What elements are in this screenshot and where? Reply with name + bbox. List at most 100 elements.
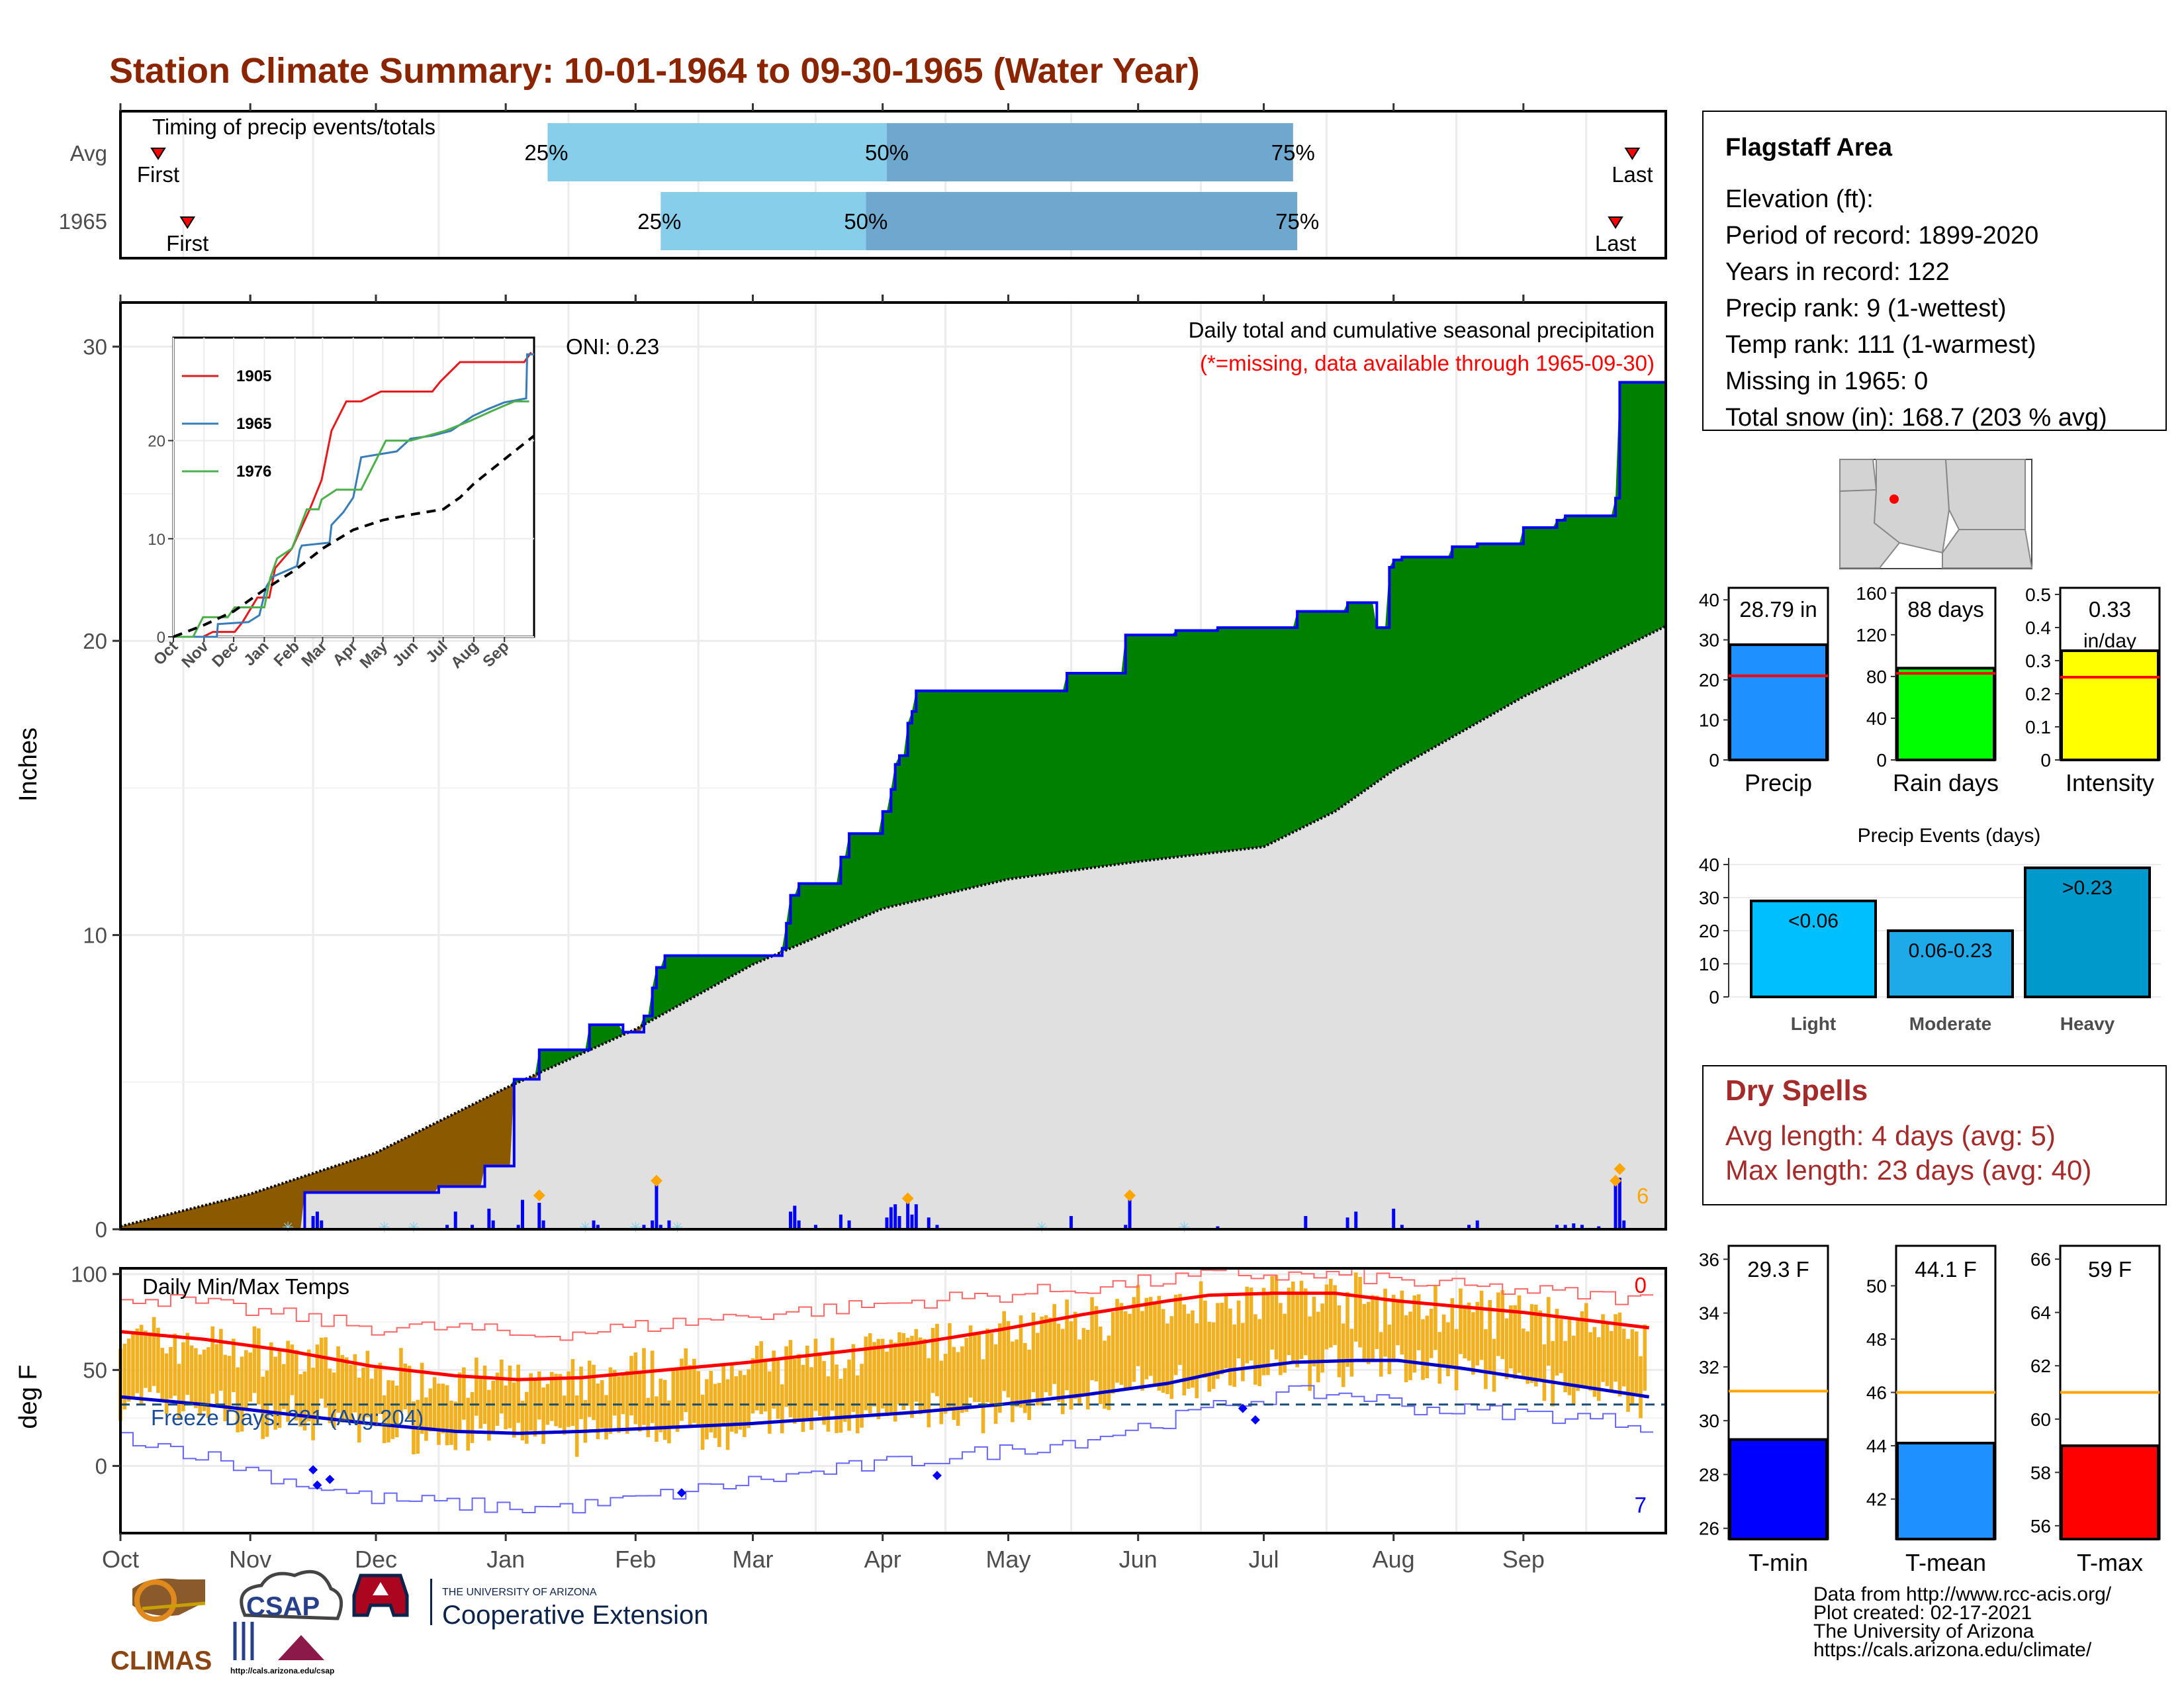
- daily-temp-bar: [592, 1364, 596, 1421]
- daily-temp-bar: [500, 1359, 504, 1414]
- daily-temp-bar: [743, 1375, 747, 1437]
- hot-count: 0: [1635, 1273, 1647, 1297]
- station-info-line: Period of record: 1899-2020: [1725, 222, 2038, 250]
- daily-temp-bar: [839, 1378, 843, 1433]
- daily-temp-bar: [583, 1400, 588, 1443]
- timing-marker-last: [1624, 148, 1641, 160]
- daily-temp-bar: [520, 1400, 525, 1441]
- temp-bar-tick-label: 58: [2030, 1462, 2051, 1483]
- daily-temp-bar: [512, 1382, 516, 1438]
- daily-temp-bar: [1207, 1321, 1212, 1392]
- mini-bar-tick-label: 120: [1856, 625, 1887, 645]
- station-info: Flagstaff Area Elevation (ft): Period of …: [1702, 111, 2167, 432]
- daily-precip-bar: [893, 1204, 897, 1229]
- inset-xtick-label: May: [357, 637, 392, 673]
- timing-label-50: 50%: [844, 209, 887, 234]
- mini-bar-tick-label: 0.3: [2025, 651, 2051, 671]
- daily-temp-bar: [768, 1371, 772, 1434]
- heavy-event-marker: [1124, 1189, 1136, 1201]
- precip-events-chart: Precip Events (days) 0 10 20 30 40 <0.06 Light…: [1699, 825, 2161, 1034]
- daily-precip-bar: [516, 1225, 520, 1229]
- daily-temp-bar: [1496, 1292, 1500, 1356]
- inset-series-line: [173, 400, 529, 638]
- daily-temp-bar: [302, 1371, 307, 1430]
- daily-temp-bar: [144, 1331, 148, 1388]
- daily-temp-bar: [1040, 1316, 1044, 1405]
- daily-temp-bar: [1157, 1295, 1161, 1391]
- daily-temp-bar: [1333, 1285, 1337, 1345]
- mini-bar-tick-label: 80: [1866, 667, 1887, 687]
- daily-precip-bar: [897, 1216, 901, 1229]
- daily-temp-bar: [1299, 1280, 1304, 1360]
- daily-temp-bar: [185, 1333, 190, 1395]
- daily-temp-bar: [332, 1372, 336, 1428]
- credit-line: Data from http://www.rcc-acis.org/: [1813, 1583, 2112, 1605]
- extension-name: Cooperative Extension: [442, 1601, 708, 1630]
- daily-temp-bar: [219, 1329, 223, 1391]
- daily-temp-bar: [324, 1337, 328, 1408]
- daily-temp-bar: [772, 1350, 776, 1409]
- daily-temp-bar: [1547, 1297, 1551, 1366]
- daily-precip-bar: [320, 1220, 324, 1229]
- daily-temp-bar: [1077, 1339, 1081, 1406]
- daily-precip-bar: [1617, 1178, 1621, 1229]
- daily-temp-bar: [1161, 1309, 1165, 1393]
- daily-temp-bar: [705, 1379, 709, 1440]
- temp-bar-tick-label: 42: [1866, 1489, 1887, 1510]
- daily-temp-bar: [257, 1328, 261, 1405]
- daily-temp-bar: [1094, 1306, 1099, 1382]
- daily-temp-bar: [1408, 1311, 1412, 1380]
- daily-temp-bar: [1509, 1305, 1513, 1369]
- credit-line: Plot created: 02-17-2021: [1813, 1602, 2032, 1624]
- daily-temp-bar: [860, 1364, 864, 1428]
- daily-temp-bar: [1517, 1295, 1522, 1373]
- daily-temp-bar: [608, 1367, 613, 1434]
- precip-ylabel: Inches: [15, 727, 42, 802]
- daily-temp-bar: [394, 1385, 399, 1438]
- inset-xtick-label: Feb: [271, 637, 303, 670]
- daily-temp-bar: [1006, 1321, 1011, 1398]
- daily-temp-bar: [968, 1325, 973, 1398]
- daily-temp-bar: [1308, 1316, 1312, 1391]
- daily-temp-bar: [273, 1356, 277, 1430]
- daily-precip-bar: [651, 1220, 655, 1229]
- temp-ytick-label: 50: [83, 1358, 107, 1383]
- daily-temp-bar: [1538, 1310, 1542, 1382]
- daily-temp-bar: [927, 1358, 931, 1428]
- daily-temp-bar: [1169, 1316, 1174, 1399]
- daily-temp-bar: [747, 1369, 751, 1429]
- daily-precip-bar: [793, 1205, 797, 1229]
- daily-temp-bar: [1107, 1335, 1111, 1411]
- daily-temp-bar: [378, 1362, 383, 1415]
- daily-temp-bar: [897, 1332, 901, 1405]
- daily-temp-bar: [1621, 1329, 1626, 1387]
- month-label: Aug: [1373, 1546, 1415, 1573]
- daily-temp-bar: [1542, 1344, 1547, 1401]
- daily-precip-bar: [1345, 1217, 1349, 1229]
- credits: Data from http://www.rcc-acis.org/ Plot …: [1813, 1583, 2112, 1661]
- daily-temp-bar: [956, 1352, 960, 1426]
- normal-cumulative-line: [120, 625, 1666, 1228]
- daily-temp-bar: [872, 1342, 876, 1407]
- daily-temp-bar: [1630, 1329, 1635, 1406]
- daily-temp-bar: [189, 1345, 194, 1404]
- daily-temp-bar: [1056, 1323, 1061, 1402]
- mini-bar-value: [1896, 667, 1995, 761]
- daily-temp-bar: [407, 1366, 412, 1419]
- daily-temp-bar: [156, 1327, 160, 1393]
- daily-temp-bar: [1328, 1278, 1333, 1348]
- daily-temp-bar: [596, 1383, 600, 1440]
- daily-temp-bar: [1416, 1294, 1421, 1350]
- daily-temp-bar: [1567, 1316, 1572, 1395]
- daily-temp-bar: [1349, 1329, 1354, 1377]
- daily-temp-bar: [1019, 1315, 1023, 1408]
- temp-bar-label: T-min: [1749, 1549, 1808, 1576]
- inset-xtick-label: Jul: [422, 637, 451, 667]
- daily-precip-bar: [541, 1220, 545, 1229]
- daily-temp-bar: [349, 1364, 353, 1422]
- daily-temp-bar: [1257, 1319, 1261, 1387]
- inset-xtick-label: Apr: [330, 637, 361, 669]
- station-info-line: Temp rank: 111 (1-warmest): [1725, 331, 2036, 359]
- daily-temp-bar: [1203, 1300, 1207, 1378]
- daily-temp-bar: [1404, 1315, 1408, 1383]
